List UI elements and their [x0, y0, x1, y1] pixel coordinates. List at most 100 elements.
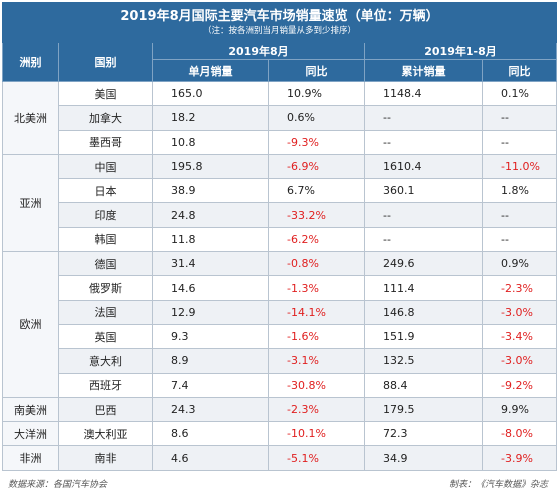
country-cell: 印度	[58, 202, 153, 228]
yoy-ytd-cell: --	[481, 226, 558, 253]
yoy-month-cell: -10.1%	[268, 421, 365, 447]
country-cell: 加拿大	[58, 105, 153, 131]
country-cell: 墨西哥	[58, 129, 153, 155]
yoy-month-cell: -1.6%	[268, 323, 365, 350]
region-cell: 亚洲	[2, 153, 59, 253]
header-yoy-month: 同比	[268, 59, 365, 82]
sales-table-container: 2019年8月国际主要汽车市场销量速览（单位：万辆） （注：按各洲别当月销量从多…	[1, 2, 558, 493]
monthly-sales-cell: 14.6	[152, 275, 269, 301]
country-cell: 巴西	[58, 396, 153, 423]
yoy-ytd-cell: 1.8%	[481, 178, 558, 204]
monthly-sales-cell: 9.3	[152, 323, 269, 350]
header-period-month: 2019年8月	[152, 42, 365, 60]
yoy-month-cell: 6.7%	[268, 178, 365, 204]
yoy-ytd-cell: 0.1%	[481, 80, 558, 107]
table-row: 意大利 8.9 -3.1% 132.5 -3.0%	[3, 348, 558, 374]
yoy-month-cell: -2.3%	[268, 396, 365, 423]
yoy-month-cell: 0.6%	[268, 105, 365, 131]
header-country: 国别	[58, 42, 153, 82]
yoy-ytd-cell: 9.9%	[481, 396, 558, 423]
monthly-sales-cell: 10.8	[152, 129, 269, 155]
yoy-month-cell: -1.3%	[268, 275, 365, 301]
yoy-month-cell: -3.1%	[268, 348, 365, 374]
yoy-month-cell: -5.1%	[268, 445, 365, 471]
yoy-month-cell: -30.8%	[268, 372, 365, 398]
yoy-ytd-cell: -9.2%	[481, 372, 558, 398]
yoy-ytd-cell: --	[481, 105, 558, 131]
table-row: 欧洲 德国 31.4 -0.8% 249.6 0.9%	[2, 251, 558, 398]
table-row: 印度 24.8 -33.2% -- --	[3, 202, 558, 228]
region-cell: 非洲	[2, 445, 59, 471]
yoy-ytd-cell: -11.0%	[481, 153, 558, 180]
monthly-sales-cell: 165.0	[152, 80, 269, 107]
cumulative-sales-cell: 146.8	[364, 299, 483, 325]
yoy-month-cell: -6.9%	[268, 153, 365, 180]
table-row: 俄罗斯 14.6 -1.3% 111.4 -2.3%	[3, 275, 558, 301]
country-cell: 法国	[58, 299, 153, 325]
cumulative-sales-cell: 151.9	[364, 323, 483, 350]
header-cumulative-sales: 累计销量	[364, 59, 483, 82]
sales-table: 2019年8月国际主要汽车市场销量速览（单位：万辆） （注：按各洲别当月销量从多…	[1, 2, 558, 471]
yoy-ytd-cell: -3.9%	[481, 445, 558, 471]
country-cell: 日本	[58, 178, 153, 204]
cumulative-sales-cell: --	[364, 202, 483, 228]
yoy-ytd-cell: -3.0%	[481, 348, 558, 374]
yoy-ytd-cell: -3.0%	[481, 299, 558, 325]
country-cell: 西班牙	[58, 372, 153, 398]
monthly-sales-cell: 24.3	[152, 396, 269, 423]
cumulative-sales-cell: --	[364, 105, 483, 131]
cumulative-sales-cell: 1610.4	[364, 153, 483, 180]
header-monthly-sales: 单月销量	[152, 59, 269, 82]
region-cell: 南美洲	[2, 396, 59, 423]
region-cell: 北美洲	[2, 81, 59, 155]
country-cell: 中国	[58, 153, 153, 180]
table-row: 亚洲 中国 195.8 -6.9% 1610.4 -11.0%	[2, 153, 558, 253]
monthly-sales-cell: 12.9	[152, 299, 269, 325]
cumulative-sales-cell: 249.6	[364, 251, 483, 277]
country-cell: 南非	[58, 445, 153, 471]
yoy-month-cell: 10.9%	[268, 80, 365, 107]
yoy-month-cell: -14.1%	[268, 299, 365, 325]
table-row: 加拿大 18.2 0.6% -- --	[3, 105, 558, 131]
header-period-ytd: 2019年1-8月	[363, 42, 558, 60]
country-cell: 澳大利亚	[58, 421, 153, 447]
table-row: 南美洲 巴西 24.3 -2.3% 179.5 9.9%	[2, 396, 558, 423]
yoy-ytd-cell: --	[481, 202, 558, 228]
table-row: 非洲 南非 4.6 -5.1% 34.9 -3.9%	[2, 445, 558, 471]
country-cell: 英国	[58, 323, 153, 350]
footer-source: 数据来源：各国汽车协会	[8, 479, 108, 490]
table-row: 日本 38.9 6.7% 360.1 1.8%	[3, 178, 558, 204]
region-cell: 大洋洲	[2, 421, 59, 447]
cumulative-sales-cell: 88.4	[364, 372, 483, 398]
footer-maker: 制表：《汽车数据》杂志	[448, 479, 548, 490]
table-row: 墨西哥 10.8 -9.3% -- --	[3, 129, 558, 155]
yoy-ytd-cell: -3.4%	[481, 323, 558, 350]
cumulative-sales-cell: 72.3	[364, 421, 483, 447]
region-cell: 欧洲	[2, 251, 59, 398]
country-cell: 意大利	[58, 348, 153, 374]
cumulative-sales-cell: 360.1	[364, 178, 483, 204]
yoy-ytd-cell: --	[481, 129, 558, 155]
monthly-sales-cell: 38.9	[152, 178, 269, 204]
table-subtitle: （注：按各洲别当月销量从多到少排序）	[203, 26, 357, 36]
footer: 数据来源：各国汽车协会 制表：《汽车数据》杂志	[2, 471, 556, 493]
table-row: 法国 12.9 -14.1% 146.8 -3.0%	[3, 299, 558, 325]
yoy-ytd-cell: 0.9%	[481, 251, 558, 277]
cumulative-sales-cell: 1148.4	[364, 80, 483, 107]
table-row: 西班牙 7.4 -30.8% 88.4 -9.2%	[3, 372, 558, 398]
yoy-ytd-cell: -8.0%	[481, 421, 558, 447]
monthly-sales-cell: 195.8	[152, 153, 269, 180]
monthly-sales-cell: 4.6	[152, 445, 269, 471]
monthly-sales-cell: 31.4	[152, 251, 269, 277]
table-title: 2019年8月国际主要汽车市场销量速览（单位：万辆）	[120, 9, 439, 24]
header-region: 洲别	[2, 42, 59, 82]
monthly-sales-cell: 7.4	[152, 372, 269, 398]
cumulative-sales-cell: 179.5	[364, 396, 483, 423]
cumulative-sales-cell: --	[364, 226, 483, 253]
cumulative-sales-cell: 34.9	[364, 445, 483, 471]
country-cell: 韩国	[58, 226, 153, 253]
title-cell: 2019年8月国际主要汽车市场销量速览（单位：万辆） （注：按各洲别当月销量从多…	[1, 2, 558, 43]
cumulative-sales-cell: 111.4	[364, 275, 483, 301]
yoy-month-cell: -33.2%	[268, 202, 365, 228]
country-cell: 德国	[58, 251, 153, 277]
